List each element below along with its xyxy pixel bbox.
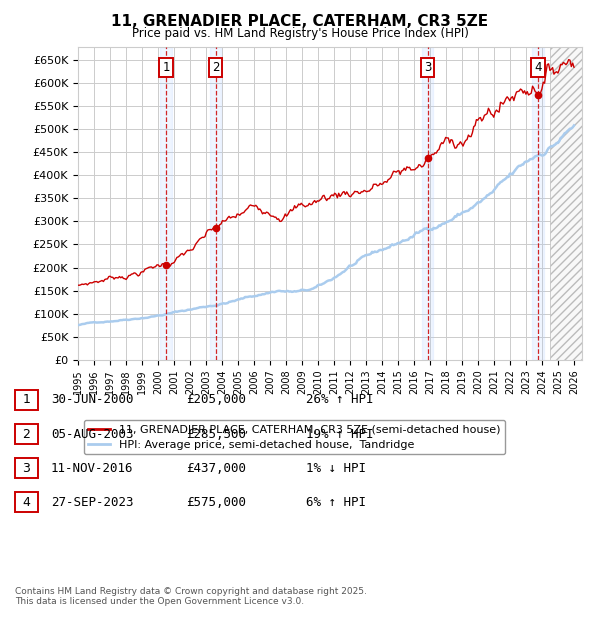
- Text: Contains HM Land Registry data © Crown copyright and database right 2025.
This d: Contains HM Land Registry data © Crown c…: [15, 587, 367, 606]
- Text: £437,000: £437,000: [186, 462, 246, 474]
- Bar: [422, 46, 433, 360]
- Text: 6% ↑ HPI: 6% ↑ HPI: [306, 496, 366, 508]
- Legend: 11, GRENADIER PLACE, CATERHAM, CR3 5ZE (semi-detached house), HPI: Average price: 11, GRENADIER PLACE, CATERHAM, CR3 5ZE (…: [83, 420, 505, 454]
- Text: 4: 4: [534, 61, 542, 74]
- Text: £205,000: £205,000: [186, 394, 246, 406]
- Text: Price paid vs. HM Land Registry's House Price Index (HPI): Price paid vs. HM Land Registry's House …: [131, 27, 469, 40]
- Text: 2: 2: [22, 428, 31, 440]
- Text: 26% ↑ HPI: 26% ↑ HPI: [306, 394, 373, 406]
- Text: 11-NOV-2016: 11-NOV-2016: [51, 462, 133, 474]
- FancyBboxPatch shape: [15, 492, 38, 512]
- FancyBboxPatch shape: [15, 390, 38, 410]
- Text: 3: 3: [424, 61, 431, 74]
- Bar: [210, 46, 221, 360]
- Text: 05-AUG-2003: 05-AUG-2003: [51, 428, 133, 440]
- Bar: [532, 46, 544, 360]
- Text: 2: 2: [212, 61, 220, 74]
- Text: 1: 1: [22, 394, 31, 406]
- Text: 27-SEP-2023: 27-SEP-2023: [51, 496, 133, 508]
- Text: 4: 4: [22, 496, 31, 508]
- Text: 19% ↑ HPI: 19% ↑ HPI: [306, 428, 373, 440]
- FancyBboxPatch shape: [15, 424, 38, 444]
- Text: £285,500: £285,500: [186, 428, 246, 440]
- Text: £575,000: £575,000: [186, 496, 246, 508]
- Text: 30-JUN-2000: 30-JUN-2000: [51, 394, 133, 406]
- Text: 3: 3: [22, 462, 31, 474]
- Bar: [160, 46, 172, 360]
- FancyBboxPatch shape: [15, 458, 38, 478]
- Text: 1% ↓ HPI: 1% ↓ HPI: [306, 462, 366, 474]
- Text: 11, GRENADIER PLACE, CATERHAM, CR3 5ZE: 11, GRENADIER PLACE, CATERHAM, CR3 5ZE: [112, 14, 488, 29]
- Text: 1: 1: [162, 61, 170, 74]
